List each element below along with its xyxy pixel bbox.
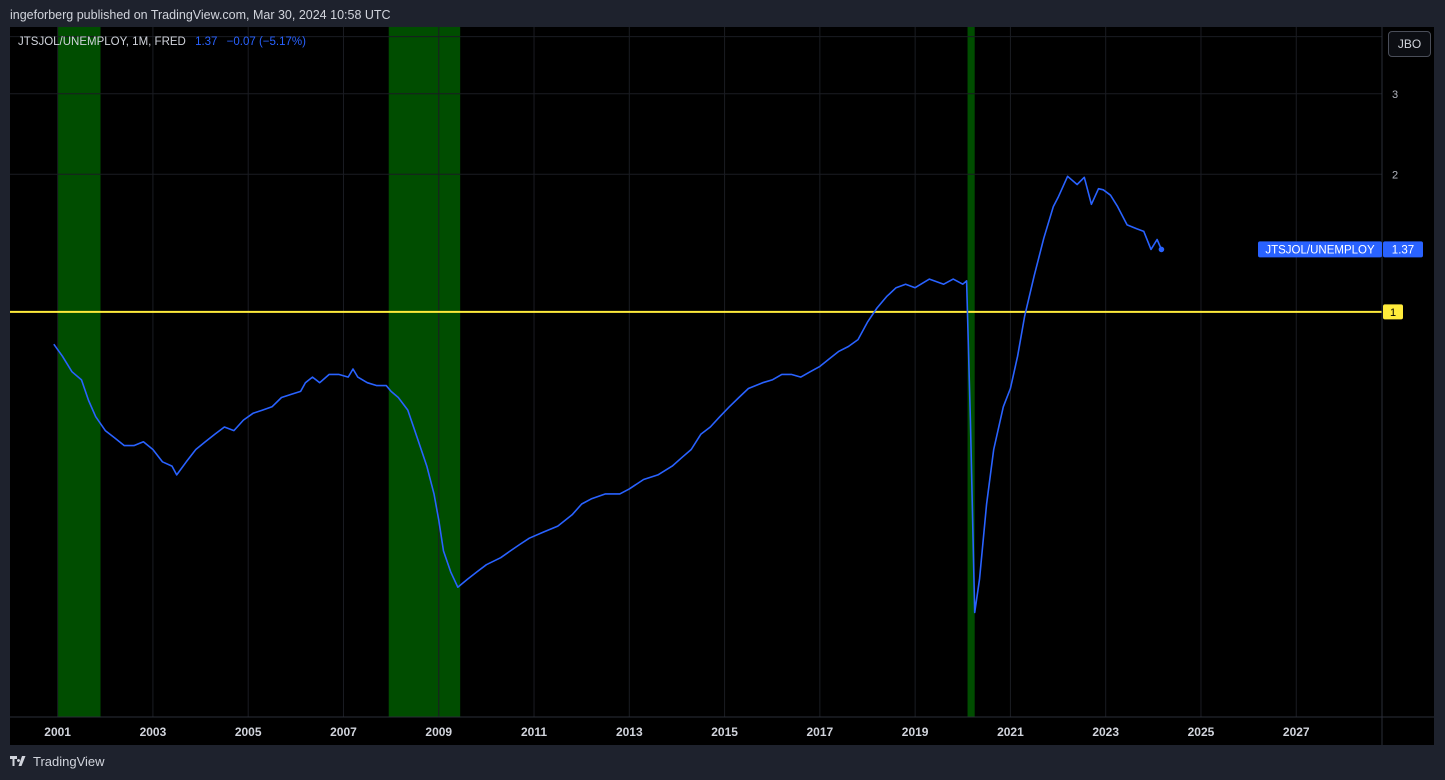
x-tick-label: 2005 [235,725,262,739]
x-tick-label: 2019 [902,725,929,739]
legend-last-value: 1.37 [195,36,218,48]
x-tick-label: 2013 [616,725,643,739]
last-point-marker [1158,246,1165,253]
x-axis-band [10,717,1434,745]
x-tick-label: 2017 [807,725,834,739]
reference-label: 1 [1390,307,1396,319]
last-value-tag: 1.37 [1392,244,1414,256]
shaded-period [57,27,101,717]
x-tick-label: 2027 [1283,725,1310,739]
x-tick-label: 2025 [1188,725,1215,739]
x-tick-label: 2015 [711,725,738,739]
published-header: ingeforberg published on TradingView.com… [10,8,391,22]
x-tick-label: 2007 [330,725,357,739]
y-tick-label: 2 [1392,169,1398,181]
series-name-tag-bg [1258,241,1382,258]
chart-frame[interactable]: 2001 2003 2005 2007 2009 2011 2013 2015 2017 2019… [10,27,1434,745]
x-tick-label: 2001 [44,725,71,739]
jbo-button[interactable]: JBO [1388,31,1431,57]
x-tick-label: 2011 [521,725,547,739]
chart-plot[interactable]: 2001 2003 2005 2007 2009 2011 2013 2015 2017 2019… [10,27,1434,745]
x-tick-label: 2021 [997,725,1024,739]
x-tick-label: 2009 [425,725,452,739]
shaded-period [967,27,975,717]
x-tick-label: 2023 [1092,725,1119,739]
tradingview-logo-icon [10,755,26,766]
legend-change: −0.07 (−5.17%) [226,36,306,48]
footer-brand: TradingView [10,754,105,769]
x-tick-label: 2003 [140,725,167,739]
last-value-tag-bg [1383,241,1423,258]
series-legend: JTSJOL/UNEMPLOY, 1M, FRED 1.37 −0.07 (−5… [18,36,306,48]
y-tick-label: 3 [1392,89,1398,101]
shaded-period [388,27,461,717]
reference-label-bg [1383,304,1403,320]
legend-symbol: JTSJOL/UNEMPLOY, 1M, FRED [18,36,186,48]
footer-brand-text: TradingView [33,754,105,769]
series-name-tag: JTSJOL/UNEMPLOY [1265,244,1375,256]
series-line [53,175,1163,614]
